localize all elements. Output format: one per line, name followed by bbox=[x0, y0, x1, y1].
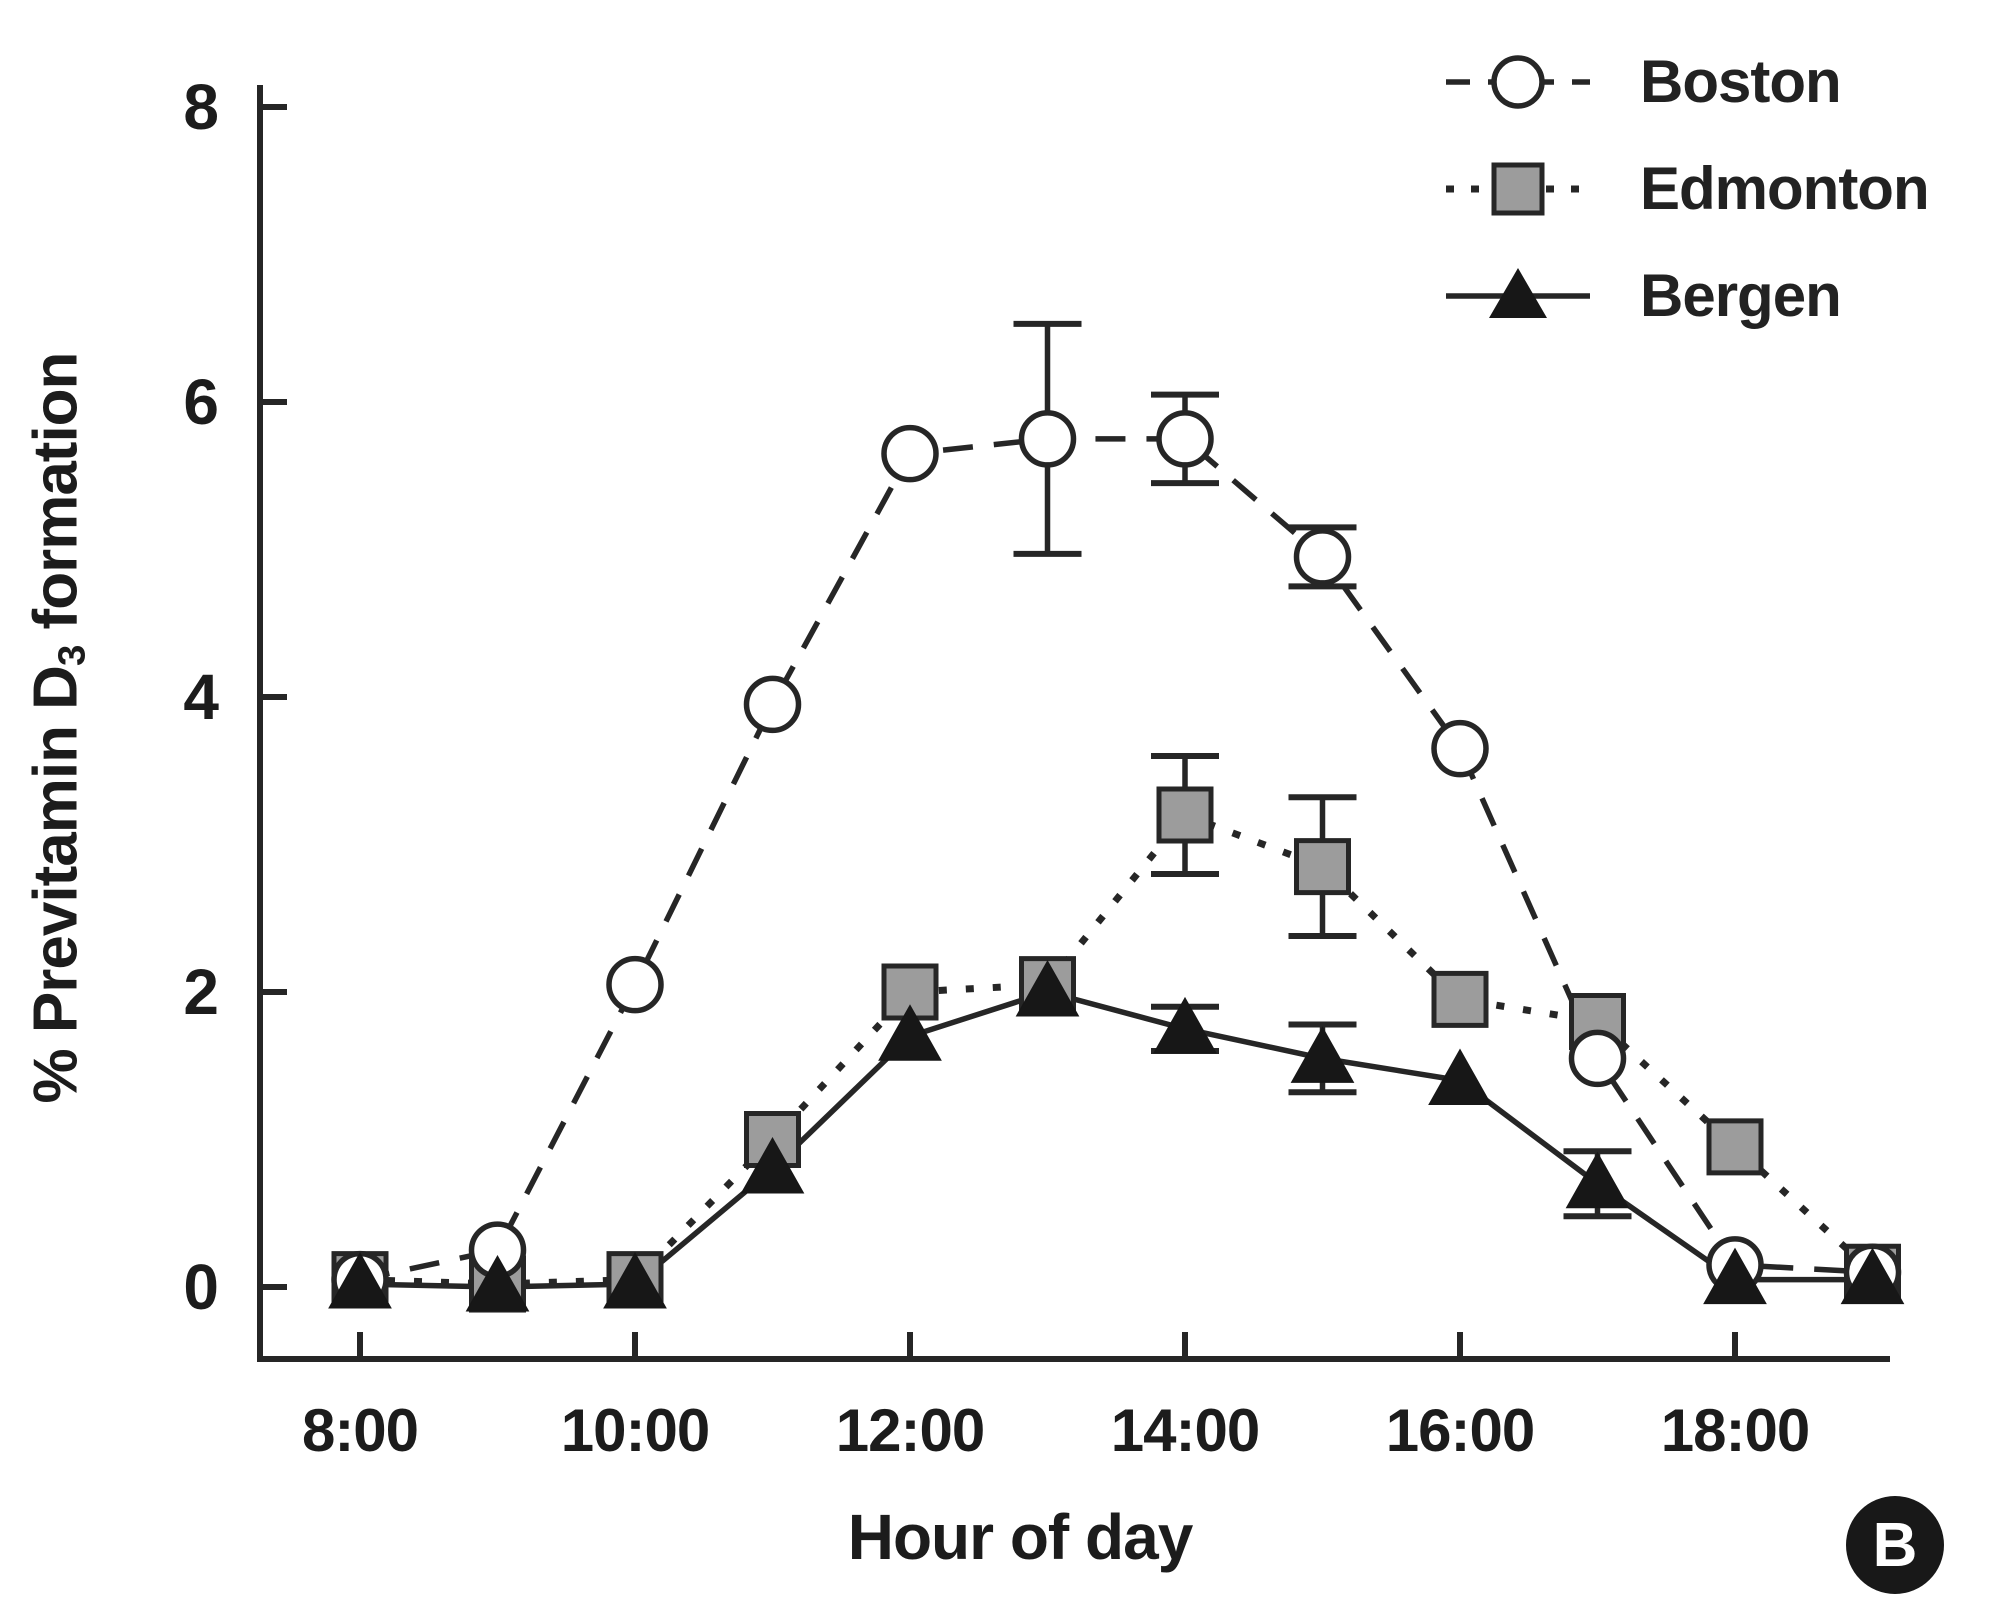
edmonton-data-point bbox=[1156, 786, 1214, 844]
y-tick-label: 4 bbox=[183, 661, 219, 733]
axis-spines bbox=[257, 85, 1890, 1362]
y-axis-title-subscript: 3 bbox=[50, 645, 94, 667]
bergen-data-point bbox=[328, 1252, 392, 1309]
x-tick-label: 14:00 bbox=[1111, 1397, 1259, 1464]
boston-data-point bbox=[1018, 410, 1077, 468]
boston-data-point bbox=[1568, 1029, 1627, 1088]
x-tick-label: 8:00 bbox=[302, 1397, 418, 1464]
bergen-data-point bbox=[603, 1252, 667, 1309]
boston-data-point bbox=[1431, 719, 1489, 778]
y-tick-label: 0 bbox=[183, 1251, 218, 1323]
legend-label-boston: Boston bbox=[1640, 48, 1842, 115]
bergen-data-point bbox=[1840, 1247, 1905, 1305]
legend: Boston Edmonton Bergen bbox=[1442, 28, 1930, 349]
legend-item-bergen: Bergen bbox=[1442, 242, 1929, 349]
bergen-data-point bbox=[1290, 1026, 1355, 1083]
boston-data-point bbox=[606, 955, 664, 1014]
boston-data-point bbox=[743, 675, 802, 734]
legend-item-edmonton: Edmonton bbox=[1442, 135, 1930, 242]
boston-line bbox=[359, 436, 1873, 1283]
bergen-data-point bbox=[878, 1004, 942, 1061]
edmonton-line bbox=[359, 810, 1875, 1288]
bergen-data-point bbox=[1428, 1048, 1492, 1105]
y-axis-title-suffix: formation bbox=[21, 352, 91, 646]
legend-label-bergen: Bergen bbox=[1640, 262, 1842, 329]
edmonton-data-point bbox=[1431, 970, 1489, 1028]
boston-legend-marker bbox=[1491, 54, 1545, 109]
x-tick-label: 10:00 bbox=[561, 1397, 709, 1464]
edmonton-data-point bbox=[1706, 1118, 1764, 1176]
edmonton-data-point bbox=[1294, 838, 1351, 896]
y-axis-title: % Previtamin D3 formation bbox=[21, 352, 94, 1104]
bergen-data-point bbox=[1153, 996, 1217, 1054]
bergen-data-point bbox=[465, 1254, 530, 1312]
x-axis-title: Hour of day bbox=[847, 1501, 1194, 1573]
boston-marker-icon bbox=[1446, 54, 1590, 109]
bergen-data-point bbox=[1703, 1247, 1767, 1305]
panel-label-text: B bbox=[1872, 1510, 1918, 1580]
boston-data-point bbox=[881, 424, 939, 483]
y-axis-title-text: % Previtamin D bbox=[21, 666, 91, 1104]
bergen-legend-marker bbox=[1489, 267, 1547, 318]
x-tick-label: 16:00 bbox=[1386, 1397, 1534, 1464]
edmonton-marker-icon bbox=[1446, 162, 1590, 215]
panel-label-badge: B bbox=[1846, 1496, 1944, 1594]
boston-data-point bbox=[1293, 528, 1352, 586]
bergen-marker-icon bbox=[1446, 267, 1590, 318]
x-tick-label: 18:00 bbox=[1661, 1397, 1809, 1464]
x-tick-label: 12:00 bbox=[836, 1397, 984, 1464]
bergen-data-point bbox=[1565, 1151, 1630, 1209]
bergen-data-point bbox=[740, 1136, 805, 1194]
edmonton-legend-marker bbox=[1491, 162, 1545, 215]
y-tick-label: 2 bbox=[183, 956, 218, 1028]
bergen-line bbox=[359, 989, 1873, 1290]
boston-data-point bbox=[1156, 410, 1214, 468]
y-tick-label: 6 bbox=[183, 366, 218, 438]
y-tick-label: 8 bbox=[183, 71, 218, 143]
bergen-data-point bbox=[1015, 959, 1080, 1017]
legend-item-boston: Boston bbox=[1442, 28, 1929, 135]
legend-label-edmonton: Edmonton bbox=[1640, 155, 1930, 222]
